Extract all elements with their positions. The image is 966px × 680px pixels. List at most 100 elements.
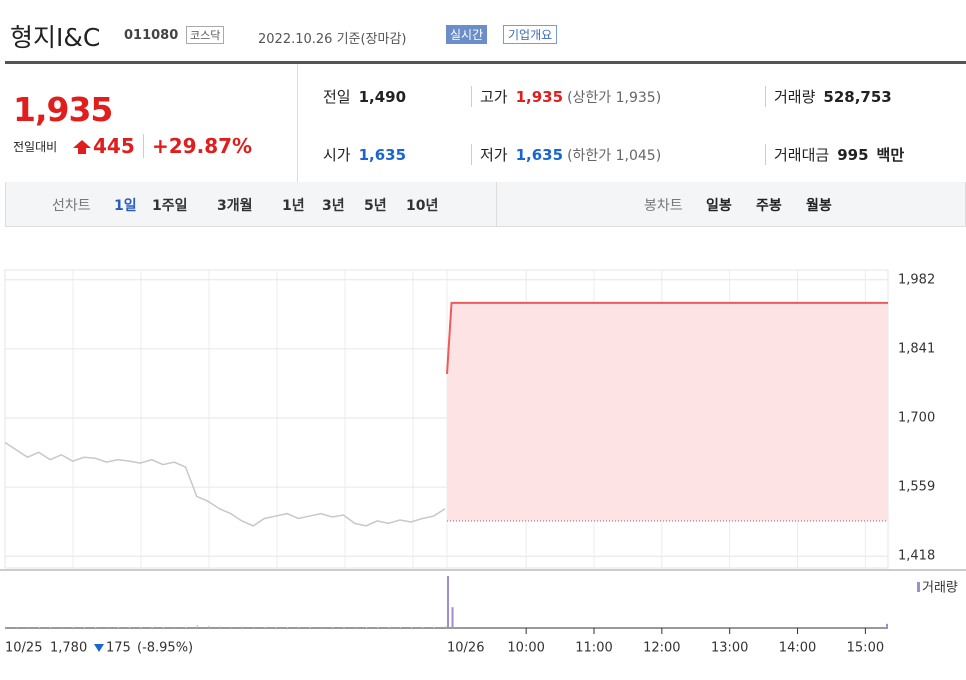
stat-label: 거래량	[774, 88, 816, 106]
x-tick-label: 13:00	[711, 641, 748, 656]
stat: 전일 1,490	[323, 86, 406, 107]
volume-bar	[451, 607, 454, 628]
stat-label: 저가	[480, 146, 508, 164]
volume-bar	[185, 627, 187, 628]
realtime-button[interactable]: 실시간	[446, 25, 488, 44]
legend-label: 거래량	[922, 581, 958, 596]
prev-price: 1,780	[50, 641, 87, 656]
volume-bar	[208, 625, 210, 628]
volume-bar	[253, 626, 255, 628]
volume-bar	[106, 626, 108, 628]
tab[interactable]: 1주일	[152, 198, 188, 214]
volume-bar	[5, 626, 6, 628]
volume-bar	[72, 627, 74, 628]
x-tick-label: 11:00	[575, 641, 612, 656]
change: 445	[93, 134, 135, 158]
stat: 거래대금 995 백만	[765, 144, 904, 165]
tab[interactable]: 1년	[282, 198, 305, 214]
tab[interactable]: 3년	[322, 198, 345, 214]
volume-bar	[377, 627, 379, 628]
tab[interactable]: 1일	[114, 198, 137, 214]
line	[4, 441, 446, 527]
stat-unit: 백만	[876, 146, 905, 164]
y-tick-label: 1,559	[898, 480, 935, 495]
stat-note: (상한가 1,935)	[567, 90, 662, 106]
date: 2022.10.26 기준(장마감)	[258, 32, 407, 47]
price: 1,935	[13, 90, 113, 129]
y-tick-label: 1,700	[898, 411, 935, 426]
volume-bar	[399, 627, 401, 628]
y-tick-label: 1,418	[898, 549, 935, 564]
up-arrow	[73, 140, 91, 154]
volume-bar	[162, 627, 164, 628]
down-arrow	[94, 644, 104, 652]
volume-bar	[129, 627, 131, 628]
volume-bar	[196, 624, 198, 628]
stat: 고가 1,935 (상한가 1,935)	[471, 86, 661, 107]
volume-bar	[445, 626, 446, 628]
volume-bar	[117, 627, 119, 628]
tab[interactable]: 10년	[406, 198, 439, 214]
stat-value: 528,753	[823, 88, 892, 106]
volume-bar	[447, 576, 449, 628]
volume-bar	[83, 627, 85, 628]
x-tick-label: 10:00	[507, 641, 544, 656]
stock-code: 011080	[124, 28, 179, 43]
volume-bar	[298, 627, 300, 628]
stat-value: 1,935	[515, 88, 564, 106]
prev-change: 175	[106, 641, 131, 656]
stat-label: 전일	[323, 88, 351, 106]
volume-bar	[275, 627, 277, 628]
stat: 시가 1,635	[323, 144, 406, 165]
stat-label: 거래대금	[774, 146, 830, 164]
volume-bar	[332, 627, 334, 628]
volume-bar	[422, 627, 424, 628]
price-box: 1,935 전일대비 445 +29.87%	[5, 64, 298, 184]
volume-bar	[343, 627, 345, 628]
stat-label: 고가	[480, 88, 508, 106]
change-label: 전일대비	[13, 140, 58, 154]
plot-frame	[4, 269, 889, 569]
overview-button[interactable]: 기업개요	[503, 25, 558, 44]
y-tick-label: 1,982	[898, 272, 935, 287]
stock-name: 형지I&C	[10, 23, 101, 52]
stat-value: 1,635	[358, 146, 407, 164]
volume-bar	[320, 626, 322, 628]
volume-bar	[140, 627, 142, 628]
volume-bar	[264, 627, 266, 628]
volume-bar	[230, 626, 232, 628]
tab[interactable]: 주봉	[756, 198, 782, 214]
tab[interactable]: 5년	[364, 198, 387, 214]
stat-label: 시가	[323, 146, 351, 164]
tab-label: 봉차트	[644, 198, 683, 214]
x-tick-label: 12:00	[643, 641, 680, 656]
tab[interactable]: 일봉	[706, 198, 732, 214]
x-tick-label: 15:00	[847, 641, 884, 656]
stat-note: (하한가 1,045)	[567, 148, 662, 164]
volume-bar	[388, 627, 390, 628]
volume-bar	[27, 626, 29, 628]
quote-box: 1,935 전일대비 445 +29.87% 전일 1,490 고가 1,935 (상한…	[5, 61, 966, 185]
day-label: 10/25	[5, 641, 42, 656]
volume-bar	[151, 627, 153, 628]
volume-bar	[95, 627, 97, 628]
volume-bar	[411, 627, 413, 628]
volume-bar	[241, 626, 243, 628]
tab[interactable]: 3개월	[217, 198, 253, 214]
line	[446, 301, 888, 374]
tab-label: 선차트	[52, 198, 91, 214]
day-label: 10/26	[447, 641, 484, 656]
volume-bar	[366, 627, 368, 628]
prev-change-pct: (-8.95%)	[137, 641, 193, 656]
tab[interactable]: 월봉	[806, 198, 832, 214]
legend-swatch	[917, 582, 920, 592]
volume-bar	[886, 623, 888, 628]
volume-bar	[50, 627, 52, 628]
area	[447, 302, 888, 521]
volume-bar	[38, 627, 40, 628]
volume-bar	[433, 627, 435, 628]
stat-value: 1,635	[515, 146, 564, 164]
volume-bar	[219, 626, 221, 628]
volume-bar	[174, 626, 176, 628]
